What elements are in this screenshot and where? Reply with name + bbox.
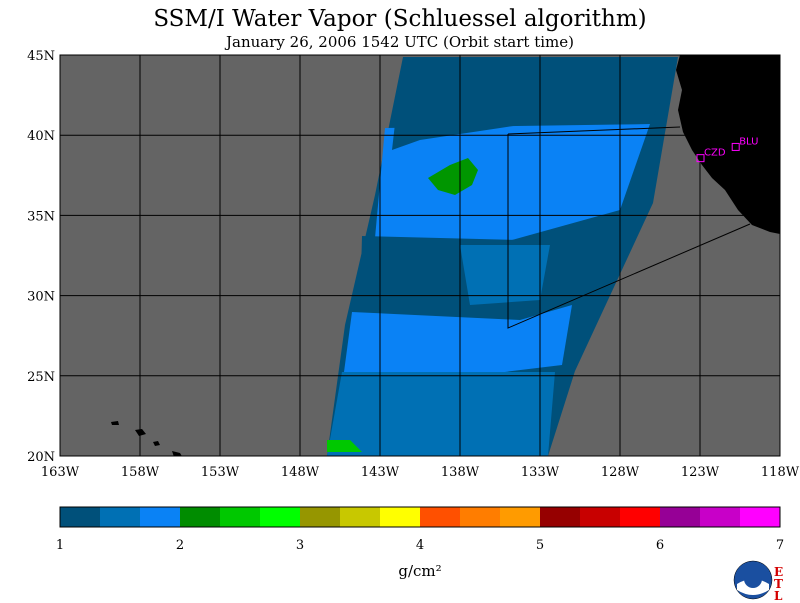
colorbar-swatch <box>220 507 261 527</box>
lon-tick-labels: 163W 158W 153W 148W 143W 138W 133W 128W 123W 118W <box>41 465 800 480</box>
lat-tick-label: 35N <box>27 209 55 224</box>
lat-tick-label: 45N <box>27 49 55 64</box>
colorbar-swatch <box>620 507 661 527</box>
colorbar-swatch <box>580 507 621 527</box>
lon-tick-label: 163W <box>41 465 80 480</box>
lon-tick-label: 123W <box>681 465 720 480</box>
hawaii-island-1 <box>111 421 119 425</box>
green-patch-south <box>327 440 362 452</box>
lon-tick-label: 118W <box>761 465 800 480</box>
station-markers: CZD BLU <box>696 136 758 163</box>
swath-mid-lower <box>327 372 555 456</box>
colorbar-tick-label: 3 <box>296 538 304 553</box>
colorbar-frame <box>59 506 781 528</box>
colorbar-tick-label: 7 <box>776 538 784 553</box>
colorbar-tick-label: 1 <box>56 538 64 553</box>
station-marker <box>731 142 740 151</box>
colorbar-swatch <box>380 507 421 527</box>
page-title: SSM/I Water Vapor (Schluessel algorithm) <box>153 6 647 32</box>
map-frame <box>59 54 781 457</box>
lon-tick-label: 138W <box>441 465 480 480</box>
station-marker <box>696 154 705 163</box>
hawaii-island-4 <box>172 451 182 456</box>
lon-tick-label: 133W <box>521 465 560 480</box>
colorbar-tick-label: 5 <box>536 538 544 553</box>
etl-mark: E T L <box>774 566 783 602</box>
etl-letter-t: T <box>774 577 783 591</box>
analysis-box-left <box>507 134 751 329</box>
page-subtitle: January 26, 2006 1542 UTC (Orbit start t… <box>226 33 574 51</box>
colorbar-swatch <box>300 507 341 527</box>
lon-tick-label: 153W <box>201 465 240 480</box>
green-patch-north <box>428 158 478 195</box>
lat-tick-label: 30N <box>27 290 55 305</box>
colorbar-tick-label: 6 <box>656 538 664 553</box>
lon-tick-label: 148W <box>281 465 320 480</box>
etl-letter-l: L <box>774 589 783 603</box>
station-label: CZD <box>704 148 726 159</box>
colorbar-swatch <box>460 507 501 527</box>
colorbar-tick-labels: 1 2 3 4 5 6 7 <box>56 538 784 553</box>
hawaii-island-3 <box>153 441 160 446</box>
lat-tick-label: 20N <box>27 450 55 465</box>
colorbar-swatch <box>420 507 461 527</box>
swath-light-region <box>375 124 650 250</box>
lon-tick-label: 128W <box>601 465 640 480</box>
noaa-logo <box>733 560 773 600</box>
north-america-land <box>676 55 780 234</box>
colorbar-swatch <box>340 507 381 527</box>
etl-letter-e: E <box>774 565 784 579</box>
colorbar-swatch <box>60 507 101 527</box>
colorbar-tick-label: 2 <box>176 538 184 553</box>
lat-tick-label: 40N <box>27 129 55 144</box>
colorbar-swatch <box>260 507 301 527</box>
map-grid <box>60 55 780 456</box>
colorbar-swatch <box>140 507 181 527</box>
lat-tick-label: 25N <box>27 370 55 385</box>
colorbar-swatch <box>700 507 741 527</box>
lat-tick-labels: 45N 40N 35N 30N 25N 20N <box>27 49 55 465</box>
colorbar-units: g/cm² <box>398 562 442 580</box>
swath-mid-band-upper <box>392 80 670 150</box>
colorbar <box>59 506 781 528</box>
swath-light-region-lower <box>344 305 572 378</box>
colorbar-swatch <box>180 507 221 527</box>
lon-tick-label: 143W <box>361 465 400 480</box>
analysis-box-outline <box>507 126 681 135</box>
colorbar-swatch <box>660 507 701 527</box>
colorbar-tick-label: 4 <box>416 538 424 553</box>
colorbar-swatch <box>540 507 581 527</box>
swath-mid-patch <box>460 245 550 305</box>
colorbar-swatch <box>100 507 141 527</box>
colorbar-swatch <box>740 507 781 527</box>
lon-tick-label: 158W <box>121 465 160 480</box>
station-label: BLU <box>739 136 758 147</box>
colorbar-swatch <box>500 507 541 527</box>
